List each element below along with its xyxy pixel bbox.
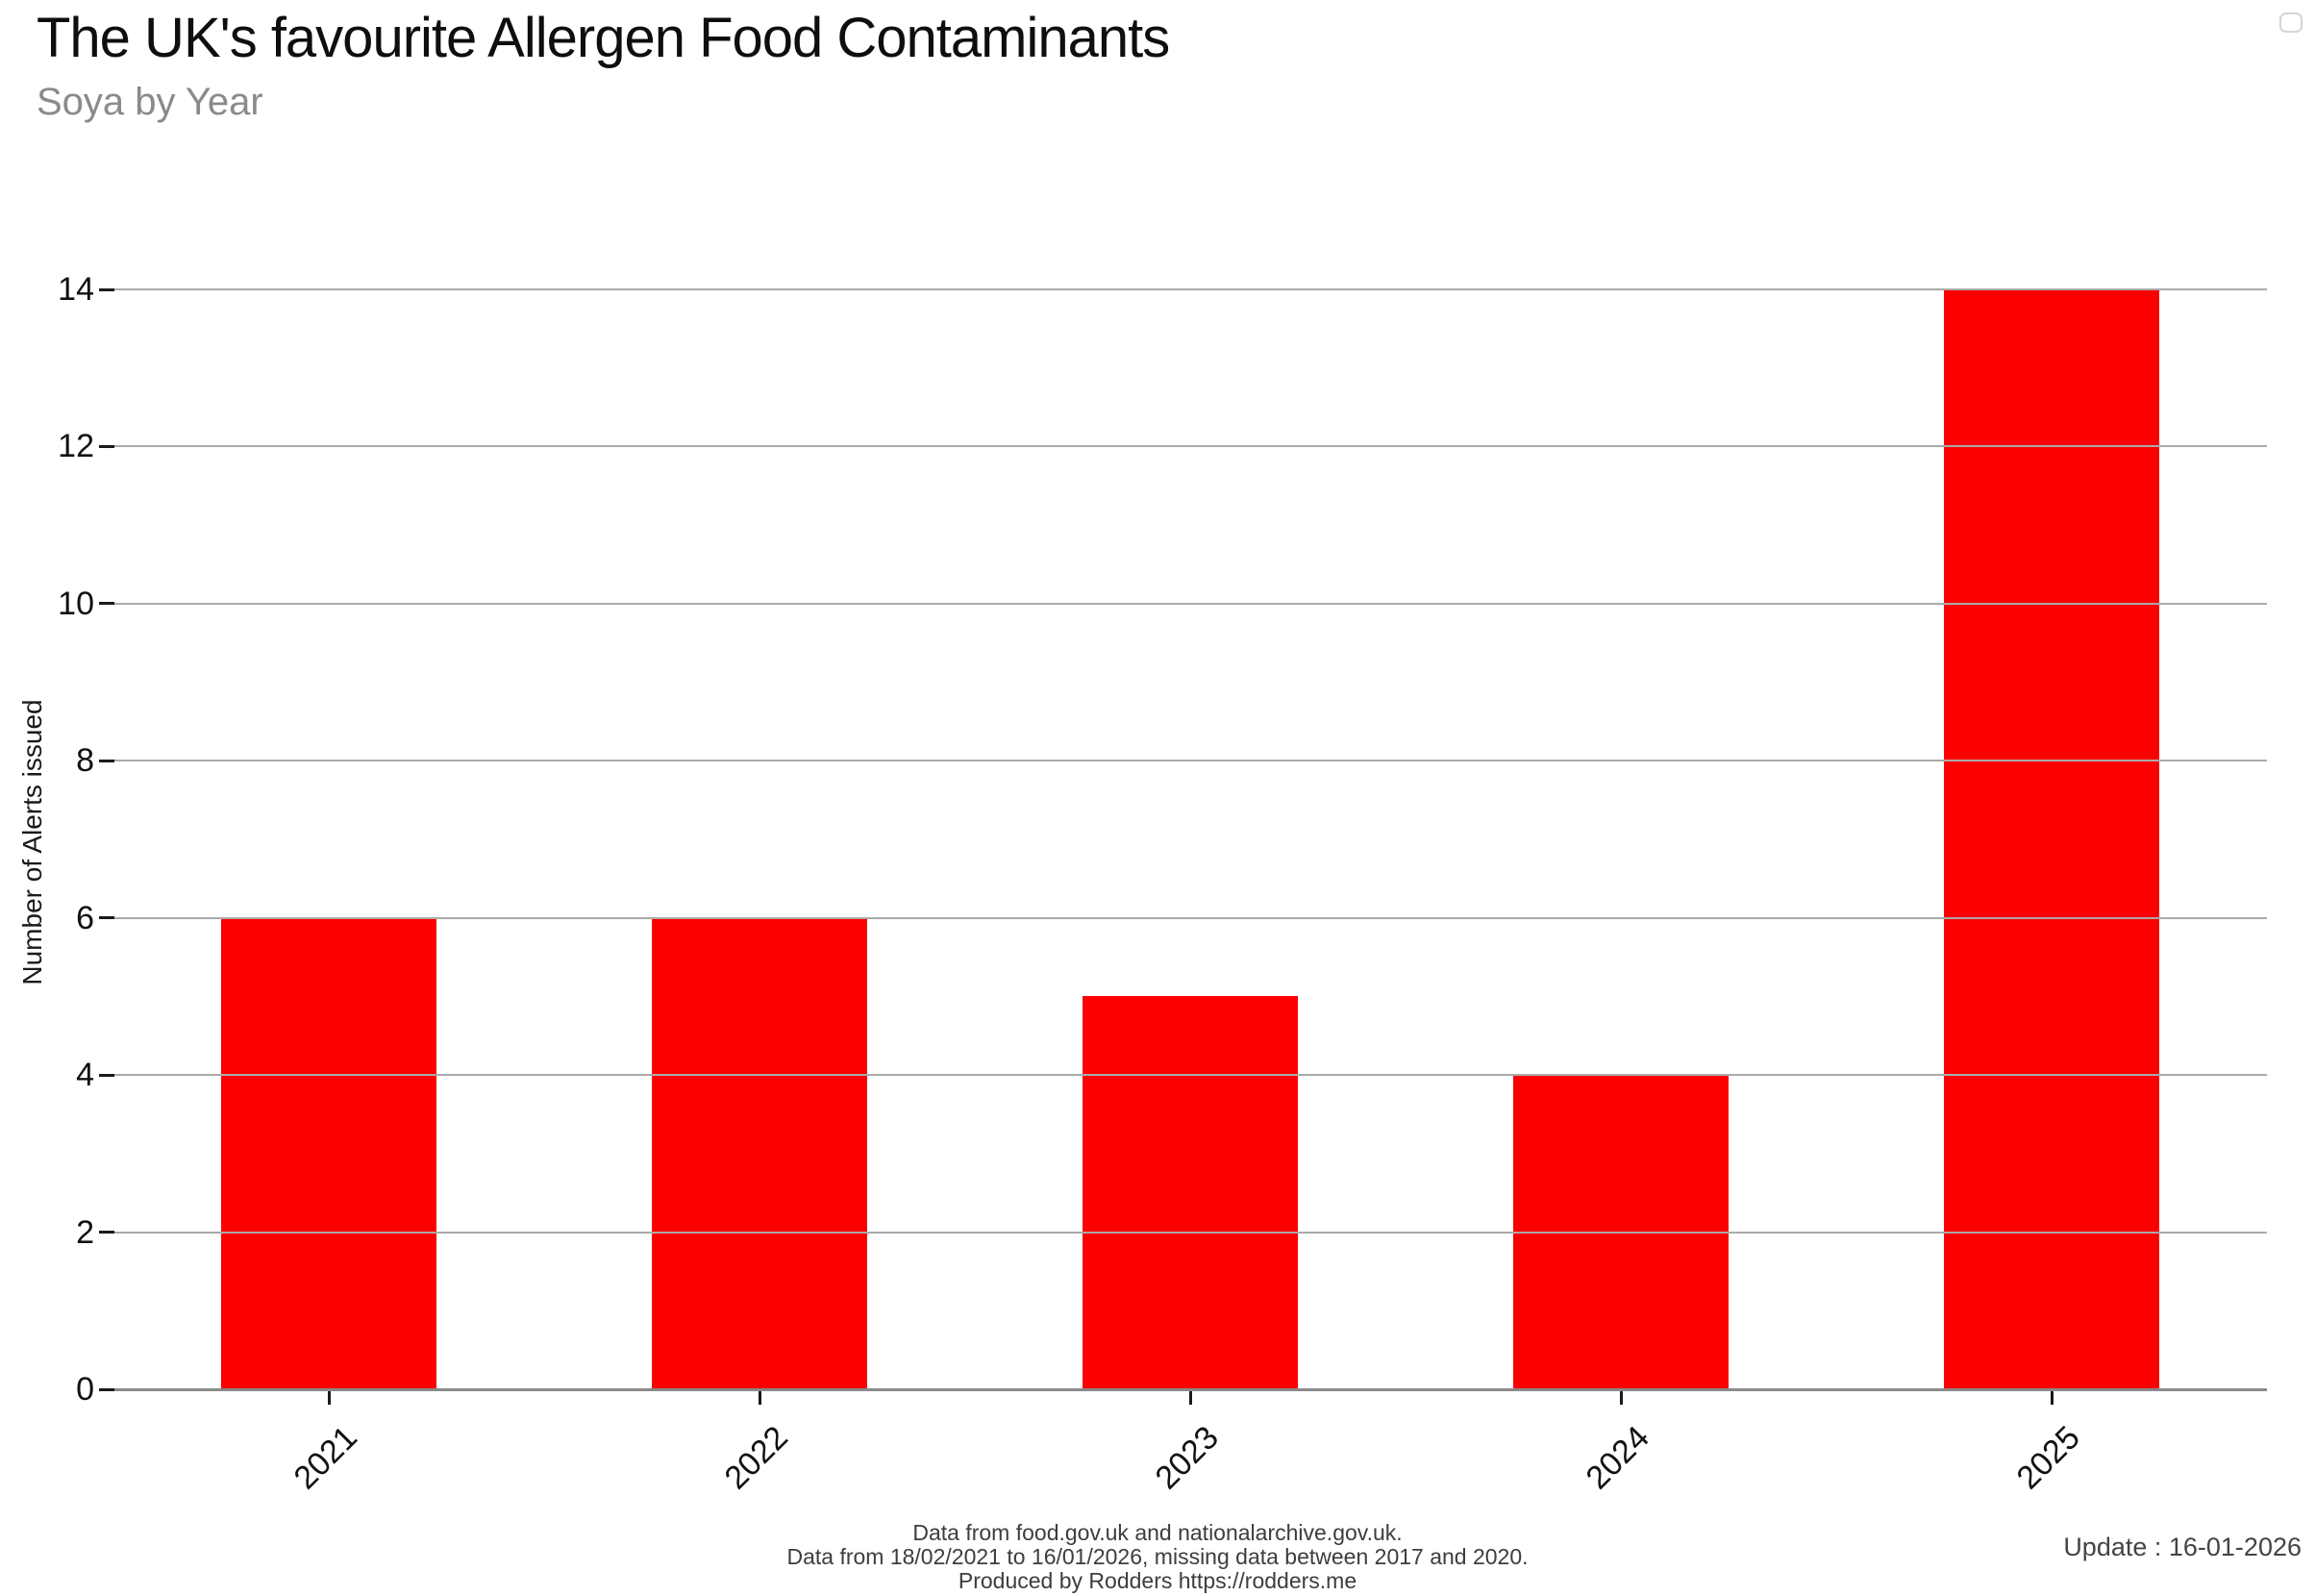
- reset-view-button[interactable]: [2279, 12, 2303, 33]
- y-tick-mark-8: [99, 759, 114, 762]
- y-tick-label-2: 2: [76, 1213, 94, 1251]
- y-tick-label-14: 14: [58, 271, 94, 308]
- y-tick-label-10: 10: [58, 585, 94, 622]
- page-subtitle: Soya by Year: [37, 81, 263, 123]
- y-tick-mark-2: [99, 1231, 114, 1234]
- x-tick-mark-2024: [1619, 1391, 1623, 1405]
- footer-line-sources: Data from food.gov.uk and nationalarchiv…: [912, 1520, 1403, 1545]
- x-tick-label-2025: 2025: [2009, 1419, 2087, 1497]
- x-tick-label-2022: 2022: [717, 1419, 795, 1497]
- gridline-y10: [113, 602, 2267, 605]
- gridline-y6: [113, 916, 2267, 919]
- bar-2022[interactable]: [652, 917, 867, 1389]
- bar-2023[interactable]: [1083, 996, 1298, 1389]
- y-tick-label-8: 8: [76, 742, 94, 780]
- x-axis-line: [113, 1387, 2267, 1391]
- x-tick-label-2021: 2021: [286, 1419, 364, 1497]
- x-tick-mark-2021: [327, 1391, 331, 1405]
- y-tick-mark-6: [99, 916, 114, 920]
- x-tick-mark-2023: [1188, 1391, 1192, 1405]
- footer-caption: Data from food.gov.uk and nationalarchiv…: [0, 1521, 2315, 1593]
- update-date-label: Update : 16-01-2026: [2063, 1533, 2302, 1561]
- x-tick-label-2024: 2024: [1579, 1419, 1656, 1497]
- gridline-y12: [113, 445, 2267, 448]
- gridline-y8: [113, 760, 2267, 762]
- y-axis-title: Number of Alerts issued: [17, 699, 47, 985]
- y-tick-mark-0: [99, 1387, 114, 1391]
- footer-line-daterange: Data from 18/02/2021 to 16/01/2026, miss…: [786, 1544, 1529, 1569]
- y-tick-label-0: 0: [76, 1371, 94, 1408]
- x-tick-mark-2025: [2050, 1391, 2054, 1405]
- gridline-y2: [113, 1231, 2267, 1234]
- x-tick-label-2023: 2023: [1148, 1419, 1226, 1497]
- y-tick-mark-4: [99, 1073, 114, 1077]
- y-tick-mark-10: [99, 602, 114, 606]
- x-tick-mark-2022: [758, 1391, 761, 1405]
- y-tick-label-4: 4: [76, 1057, 94, 1094]
- bar-2021[interactable]: [221, 917, 436, 1389]
- y-tick-mark-14: [99, 287, 114, 291]
- gridline-y4: [113, 1074, 2267, 1077]
- y-tick-label-6: 6: [76, 899, 94, 936]
- footer-line-credit: Produced by Rodders https://rodders.me: [958, 1568, 1357, 1593]
- y-tick-label-12: 12: [58, 428, 94, 465]
- y-tick-mark-12: [99, 444, 114, 448]
- gridline-y14: [113, 288, 2267, 290]
- bar-2025[interactable]: [1944, 289, 2159, 1389]
- page-title: The UK's favourite Allergen Food Contami…: [37, 7, 1170, 69]
